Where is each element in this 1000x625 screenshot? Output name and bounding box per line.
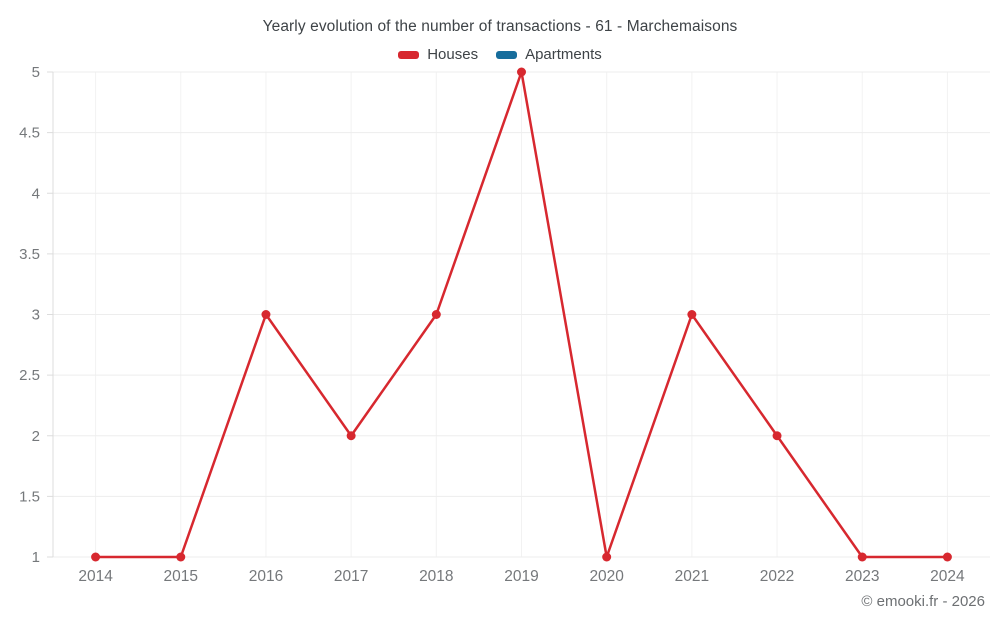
x-axis-tick-label: 2016	[249, 568, 283, 585]
y-axis-tick-label: 3.5	[19, 246, 40, 263]
y-axis-tick-label: 4.5	[19, 125, 40, 142]
x-axis-tick-label: 2023	[845, 568, 879, 585]
y-axis-tick-label: 4	[32, 185, 40, 202]
data-point-houses-2024[interactable]	[942, 552, 952, 562]
y-axis-tick-label: 3	[32, 307, 40, 324]
y-axis-tick-label: 2	[32, 428, 40, 445]
legend-swatch-houses	[398, 50, 420, 59]
legend-swatch-apartments	[496, 50, 518, 59]
legend-label: Apartments	[525, 46, 602, 63]
data-point-houses-2019[interactable]	[517, 67, 526, 77]
y-axis-tick-label: 2.5	[19, 367, 40, 384]
data-point-houses-2018[interactable]	[431, 310, 441, 319]
y-axis-tick-label: 1	[32, 549, 40, 566]
data-point-houses-2020[interactable]	[602, 552, 612, 562]
legend: Houses Apartments	[0, 46, 1000, 63]
x-axis-tick-label: 2015	[164, 568, 198, 585]
x-axis-tick-label: 2020	[589, 568, 624, 585]
legend-item-apartments[interactable]: Apartments	[496, 46, 602, 63]
chart-title: Yearly evolution of the number of transa…	[262, 18, 738, 35]
x-axis-tick-label: 2014	[78, 568, 113, 585]
legend-item-houses[interactable]: Houses	[398, 46, 478, 63]
data-point-houses-2021[interactable]	[687, 310, 697, 319]
data-point-houses-2015[interactable]	[176, 552, 186, 562]
data-point-houses-2016[interactable]	[261, 310, 271, 319]
data-point-houses-2017[interactable]	[346, 431, 356, 441]
y-axis-tick-label: 5	[32, 64, 40, 81]
data-point-houses-2022[interactable]	[772, 431, 782, 441]
x-axis-tick-label: 2019	[504, 568, 538, 585]
y-axis-tick-label: 1.5	[19, 488, 40, 505]
x-axis-tick-label: 2021	[675, 568, 709, 585]
x-axis-tick-label: 2022	[760, 568, 794, 585]
data-point-houses-2014[interactable]	[91, 552, 101, 562]
data-point-houses-2023[interactable]	[857, 552, 867, 562]
x-axis-tick-label: 2018	[419, 568, 453, 585]
copyright-text: © emooki.fr - 2026	[861, 593, 985, 610]
legend-label: Houses	[427, 46, 479, 63]
x-axis-tick-label: 2024	[930, 568, 965, 585]
x-axis-tick-label: 2017	[334, 568, 368, 585]
